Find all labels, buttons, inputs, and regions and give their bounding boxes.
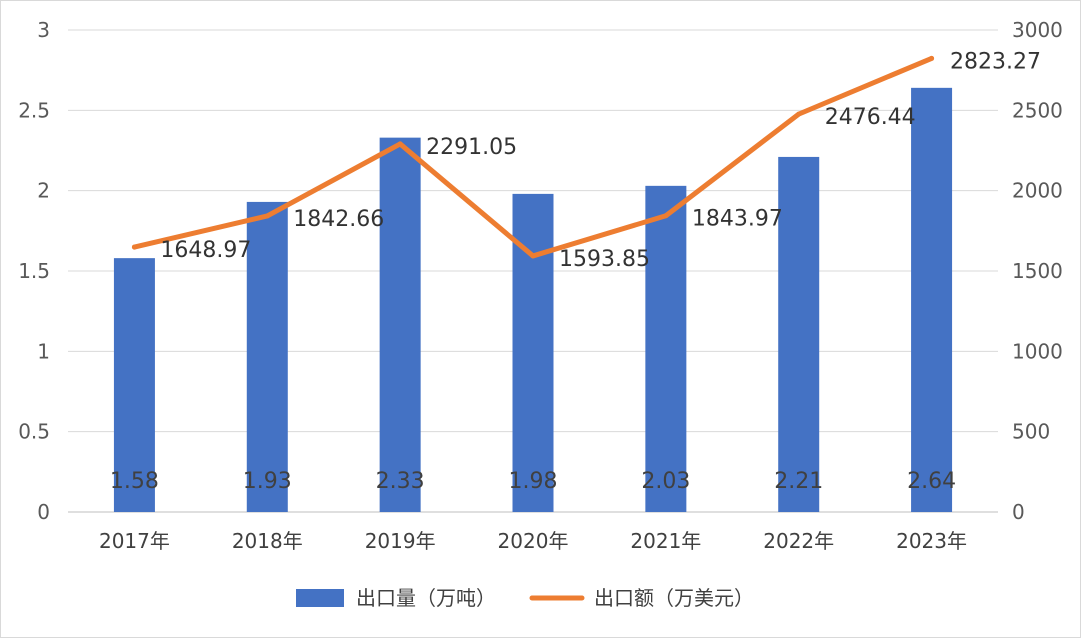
x-tick-label: 2017年 — [99, 529, 170, 553]
bar-data-label: 2.03 — [641, 469, 690, 494]
y-right-tick-label: 2000 — [1012, 179, 1063, 203]
bar-data-label: 1.58 — [110, 469, 159, 494]
line-point — [131, 244, 137, 250]
line-data-label: 2476.44 — [825, 105, 916, 130]
x-tick-label: 2018年 — [232, 529, 303, 553]
bar — [911, 87, 953, 512]
line-point — [663, 213, 669, 219]
line-data-label: 1648.97 — [160, 238, 251, 263]
bar-data-label: 1.93 — [243, 469, 292, 494]
y-left-tick-label: 2.5 — [18, 98, 50, 122]
y-left-tick-label: 2 — [37, 179, 50, 203]
y-left-tick-label: 3 — [37, 18, 50, 42]
line-data-label: 2291.05 — [426, 135, 517, 160]
bar — [246, 201, 288, 512]
y-right-tick-label: 2500 — [1012, 98, 1063, 122]
y-left-tick-label: 0 — [37, 500, 50, 524]
x-tick-label: 2019年 — [365, 529, 436, 553]
bar-data-label: 2.21 — [774, 469, 823, 494]
bar — [379, 137, 421, 512]
legend-label-line: 出口额（万美元） — [594, 586, 754, 610]
bar-data-label: 2.64 — [907, 469, 956, 494]
legend: 出口量（万吨） 出口额（万美元） — [296, 586, 754, 610]
gridlines — [68, 29, 998, 513]
line-data-label: 2823.27 — [950, 49, 1041, 74]
bar-data-label: 2.33 — [376, 469, 425, 494]
x-tick-label: 2022年 — [763, 529, 834, 553]
line-data-label: 1593.85 — [559, 247, 650, 272]
y-right-tick-label: 500 — [1012, 420, 1050, 444]
y-right-tick-label: 1000 — [1012, 339, 1063, 363]
y-right-tick-label: 0 — [1012, 500, 1025, 524]
line-point — [530, 253, 536, 259]
legend-label-bar: 出口量（万吨） — [356, 586, 496, 610]
x-tick-label: 2023年 — [896, 529, 967, 553]
x-tick-label: 2020年 — [498, 529, 569, 553]
y-left-tick-label: 0.5 — [18, 420, 50, 444]
bar-series — [113, 87, 953, 512]
line-point — [796, 111, 802, 117]
line-point — [929, 55, 935, 61]
axes: 0 0.5 1 1.5 2 2.5 3 0 500 1000 1500 2000 2500 3000 201… — [18, 18, 1063, 553]
line-point — [264, 213, 270, 219]
y-left-tick-label: 1.5 — [18, 259, 50, 283]
line-series — [131, 55, 935, 259]
x-tick-label: 2021年 — [630, 529, 701, 553]
bar — [113, 258, 155, 512]
line-point — [397, 141, 403, 147]
legend-swatch-bar — [296, 589, 344, 607]
bar — [778, 156, 820, 512]
bar — [645, 185, 687, 512]
y-left-tick-label: 1 — [37, 339, 50, 363]
data-labels: 1.58 1.93 2.33 1.98 2.03 2.21 2.64 1648.97 1842.… — [110, 49, 1041, 494]
line-data-label: 1842.66 — [293, 207, 384, 232]
y-right-tick-label: 1500 — [1012, 259, 1063, 283]
line-data-label: 1843.97 — [692, 207, 783, 232]
y-right-tick-label: 3000 — [1012, 18, 1063, 42]
bar-data-label: 1.98 — [509, 469, 558, 494]
